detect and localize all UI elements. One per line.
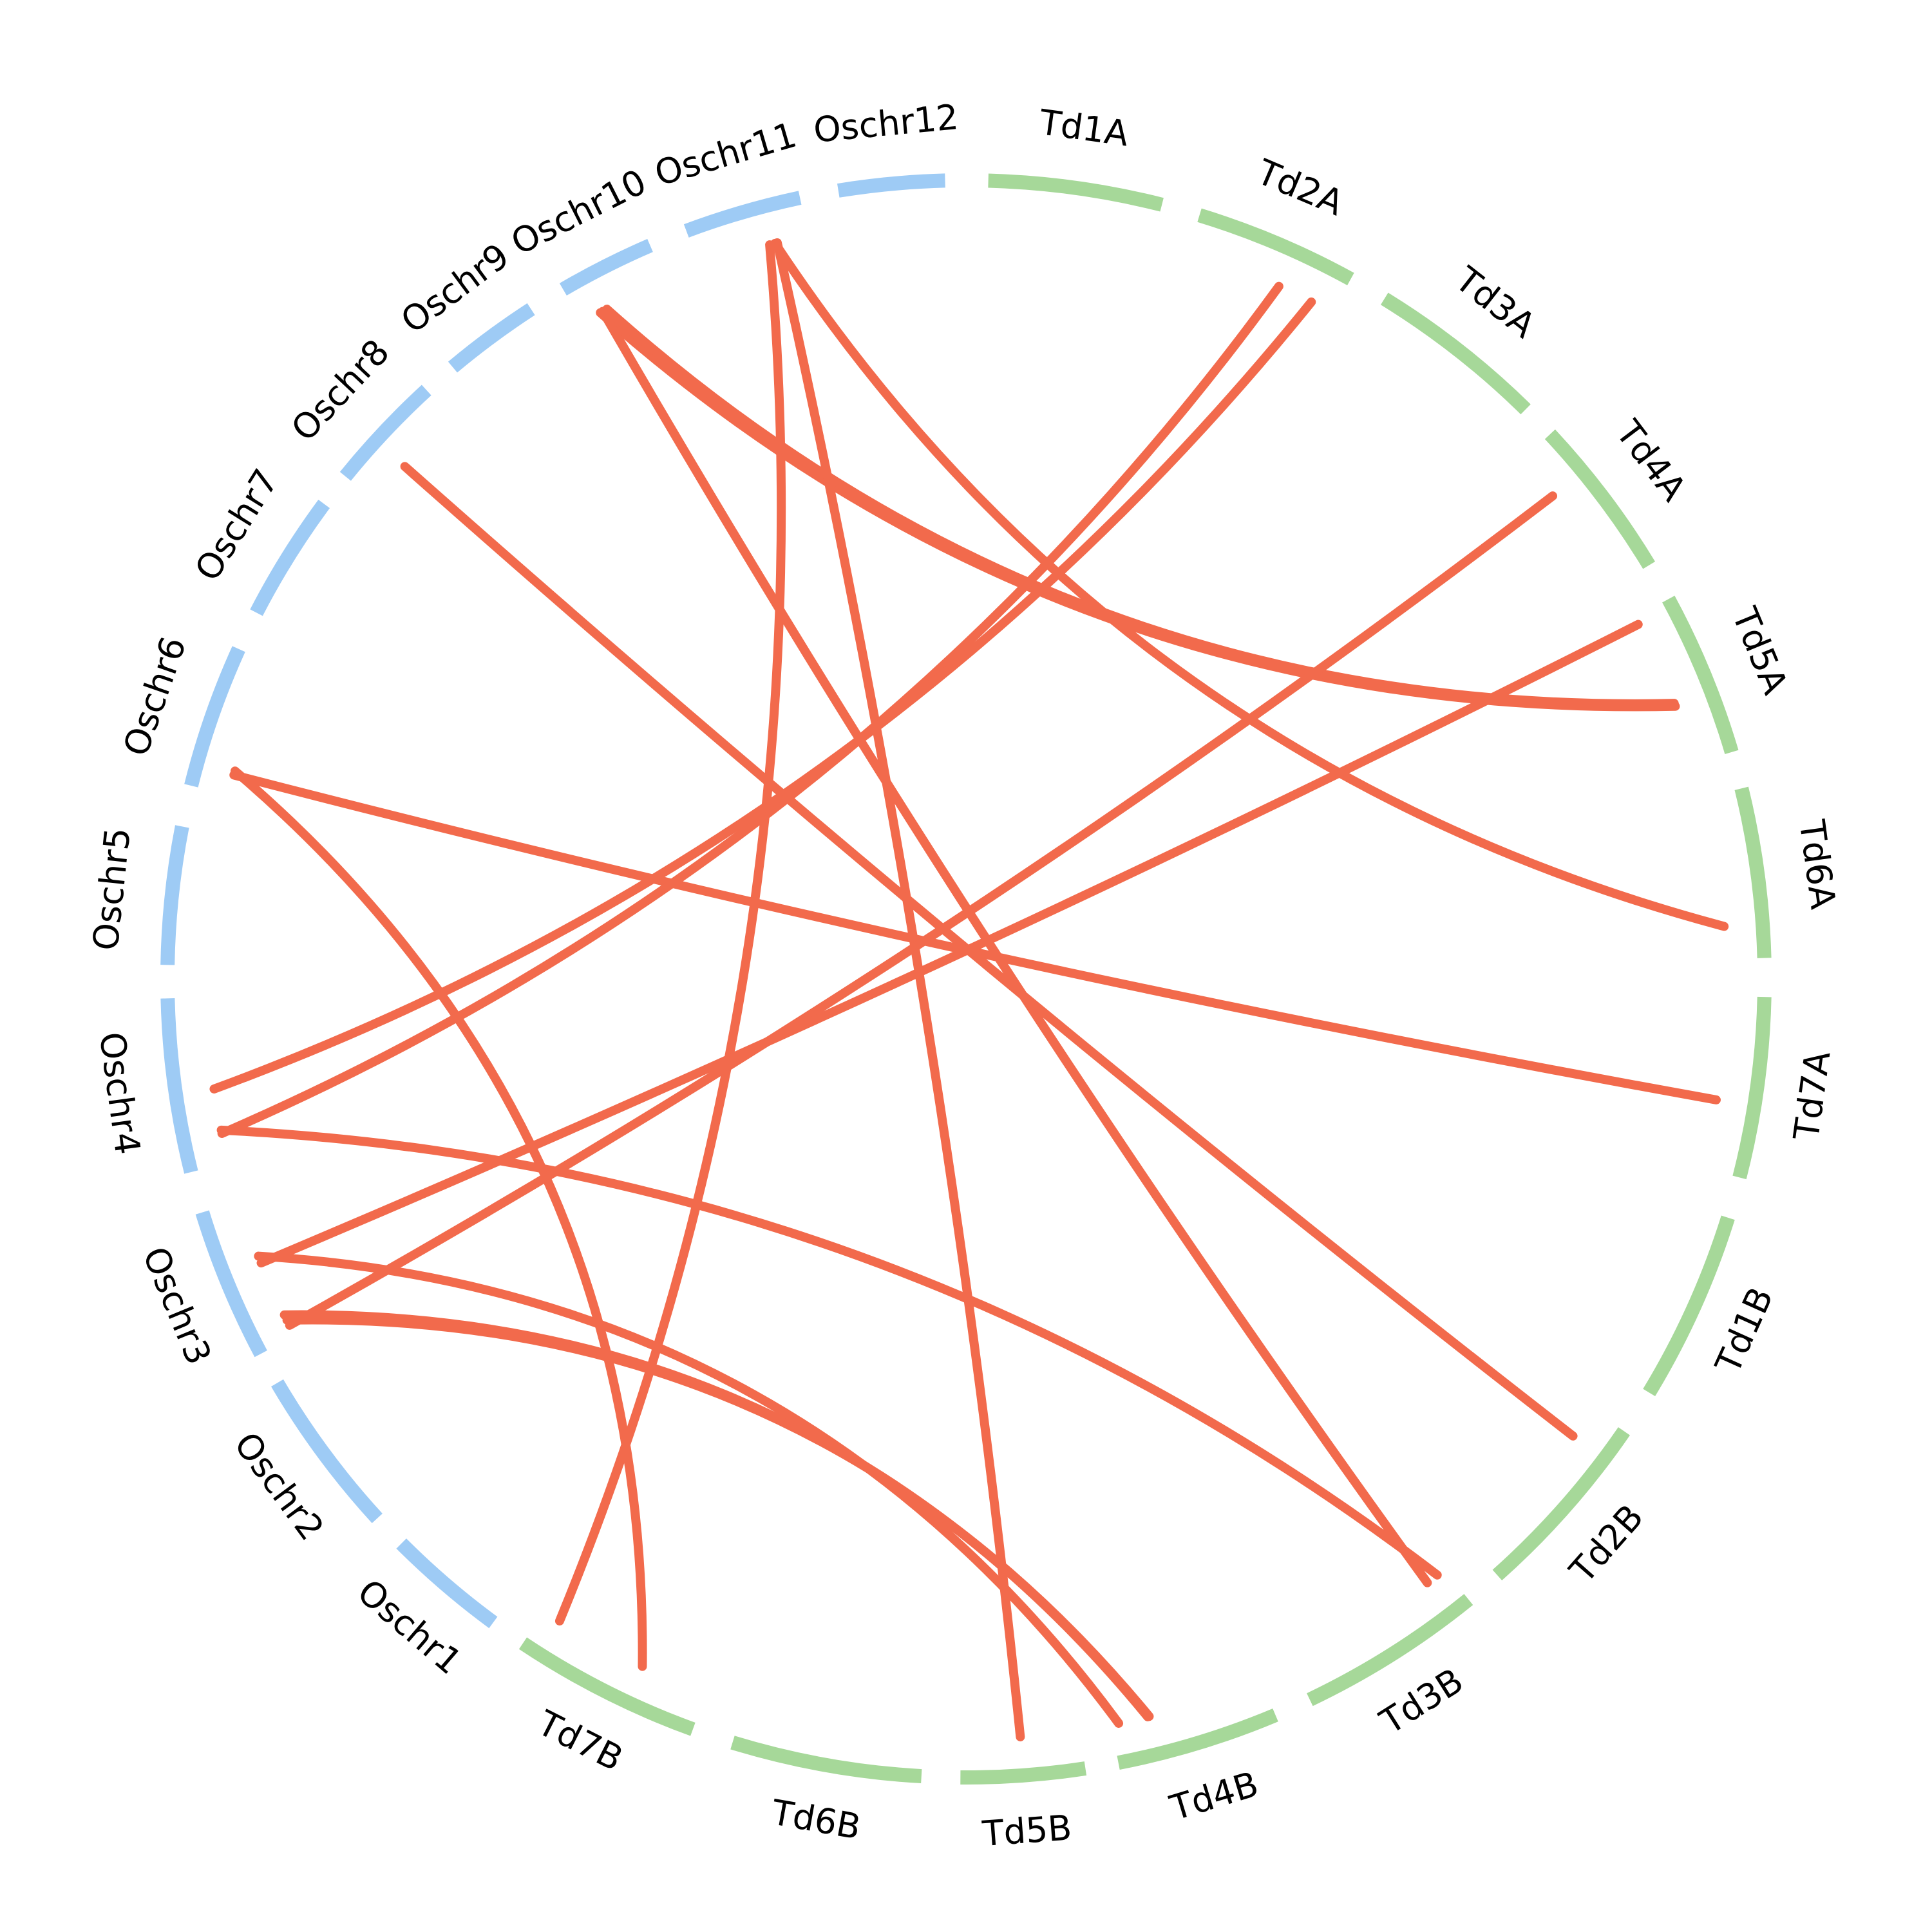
chromosome-arc-oschr8 (339, 384, 431, 481)
chromosome-label-td5b: Td5B (980, 1807, 1073, 1854)
chromosome-arc-oschr12 (837, 173, 945, 198)
synteny-links (209, 238, 1729, 1741)
synteny-link-oschr11-td7b (554, 240, 786, 1626)
chromosome-label-td6a: Td6A (1791, 817, 1843, 912)
chromosome-label-td3b: Td3B (1372, 1660, 1470, 1743)
synteny-link-oschr3-td4a (285, 491, 1558, 1330)
chromosome-label-oschr12: Oschr12 (811, 97, 960, 151)
chromosome-arc-oschr11 (683, 191, 802, 238)
synteny-link-oschr4-td2a (217, 281, 1283, 1138)
chromosome-arc-td7a (1732, 996, 1772, 1180)
chromosome-label-td3a: Td3A (1447, 258, 1543, 346)
chromosome-arc-td1b (1643, 1215, 1735, 1397)
chromosome-label-oschr3: Oschr3 (135, 1241, 219, 1370)
synteny-link-oschr4-td2a (209, 297, 1316, 1094)
chromosome-arc-oschr5 (160, 825, 189, 965)
synteny-link-oschr3-td4b (254, 1251, 1124, 1728)
chromosome-arc-oschr10 (559, 239, 653, 296)
chromosome-label-td1b: Td1B (1707, 1282, 1781, 1380)
chromosome-arc-td4b (1117, 1708, 1278, 1770)
chromosome-arc-td4a (1544, 429, 1656, 569)
chromosome-arc-td6a (1734, 786, 1772, 958)
chromosome-label-oschr4: Oschr4 (91, 1030, 148, 1157)
synteny-link-oschr3-td4b (279, 1310, 1153, 1721)
chromosome-arc-td7b (518, 1637, 696, 1736)
chromosome-label-td6b: Td6B (768, 1792, 864, 1848)
chromosome-arc-oschr1 (396, 1539, 498, 1629)
chromosome-arc-oschr9 (448, 303, 535, 373)
chromosome-arc-td5a (1662, 595, 1739, 754)
chromosome-arc-td2b (1492, 1427, 1630, 1581)
synteny-link-oschr11-td5b (772, 238, 1025, 1741)
chromosome-label-oschr5: Oschr5 (85, 826, 138, 952)
chromosome-label-td2a: Td2A (1251, 151, 1349, 223)
synteny-link-oschr11-td6a (770, 238, 1729, 931)
chromosome-arc-td3a (1380, 292, 1531, 415)
chromosome-arc-td1a (988, 173, 1164, 212)
chromosome-label-td7b: Td7B (531, 1702, 629, 1779)
chromosome-arc-oschr3 (195, 1210, 267, 1358)
synteny-link-oschr4-td3b (216, 1125, 1442, 1580)
chromosome-label-td2b: Td2B (1562, 1497, 1652, 1591)
chromosome-labels: Oschr1Oschr2Oschr3Oschr4Oschr5Oschr6Osch… (85, 97, 1843, 1854)
chromosome-arc-oschr2 (270, 1379, 383, 1524)
chromosome-arc-oschr4 (160, 998, 198, 1174)
chromosome-label-oschr6: Oschr6 (115, 632, 194, 761)
chromosome-label-td5a: Td5A (1724, 601, 1796, 700)
synteny-link-oschr10-td5a (596, 308, 1680, 712)
chromosome-label-oschr7: Oschr7 (187, 462, 286, 588)
chromosome-label-td4a: Td4A (1607, 412, 1694, 508)
chromosome-label-td7a: Td7A (1786, 1048, 1838, 1143)
chromosome-arc-oschr7 (250, 499, 330, 616)
synteny-link-oschr3-td5a (256, 620, 1643, 1268)
synteny-link-oschr8-td2b (400, 462, 1578, 1441)
chromosome-arc-td6b (730, 1736, 922, 1784)
chromosome-label-td1a: Td1A (1036, 102, 1131, 155)
chromosome-arc-td3b (1307, 1594, 1473, 1707)
chromosome-arc-td5b (960, 1761, 1087, 1785)
chromosome-arc-td2a (1197, 208, 1354, 286)
synteny-link-oschr6-td7a (229, 770, 1721, 1104)
chromosome-label-oschr11: Oschr11 (650, 115, 801, 194)
chromosome-ring (160, 173, 1772, 1785)
chromosome-label-td4b: Td4B (1165, 1764, 1263, 1829)
chromosome-arc-oschr6 (184, 646, 245, 788)
